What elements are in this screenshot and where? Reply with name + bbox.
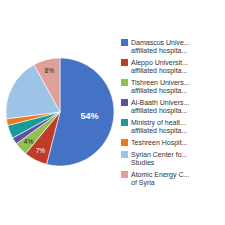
legend-entry: Teshreen Hospit... (121, 139, 187, 147)
background (0, 0, 225, 225)
legend-entry: Tishreen Univers...affiliated hospita... (121, 79, 190, 95)
legend-label-line: Ministry of healt... (131, 119, 186, 127)
legend-swatch (121, 119, 128, 126)
data-label: 7% (36, 147, 46, 154)
legend-label-line: Studies (131, 159, 155, 166)
legend-swatch (121, 171, 128, 178)
legend-label-line: of Syria (131, 179, 155, 187)
pie-slice (34, 58, 60, 112)
legend-label: Teshreen Hospit... (131, 139, 187, 147)
legend-label-line: Tishreen Univers... (131, 79, 190, 86)
legend-label-line: affiliated hospita... (131, 47, 187, 55)
legend-label-line: affiliated hospita... (131, 127, 187, 135)
legend-entry: Al-Baath Univers...affiliated hospita... (121, 99, 189, 115)
legend-label: Aleppo Universit...affiliated hospita... (131, 59, 188, 75)
legend-label-line: affiliated hospita... (131, 67, 187, 75)
legend-entry: Syrian Center fo...Studies (121, 151, 187, 166)
legend-label-line: Teshreen Hospit... (131, 139, 187, 147)
legend-label: Tishreen Univers...affiliated hospita... (131, 79, 190, 95)
legend-swatch (121, 39, 128, 46)
legend-label: Syrian Center fo...Studies (131, 151, 187, 166)
chart: 54%7%4%8%Damascus Unive...affiliated hos… (0, 0, 225, 225)
legend-label-line: Damascus Unive... (131, 39, 190, 46)
pie (6, 58, 114, 166)
data-labels: 54% 7%4% 8% (24, 67, 99, 154)
legend-label-line: Al-Baath Univers... (131, 99, 189, 106)
data-label: 8% (45, 67, 55, 74)
legend-swatch (121, 151, 128, 158)
legend-swatch (121, 79, 128, 86)
legend-swatch (121, 139, 128, 146)
legend-label-line: Atomic Energy C... (131, 171, 189, 179)
legend-entry: Aleppo Universit...affiliated hospita... (121, 59, 188, 75)
legend-entry: Ministry of healt...affiliated hospita..… (121, 119, 187, 135)
legend-entry: Damascus Unive...affiliated hospita... (121, 39, 190, 55)
legend-entry: Atomic Energy C...of Syria (121, 171, 189, 187)
legend-swatch (121, 99, 128, 106)
legend-label: Atomic Energy C...of Syria (131, 171, 189, 187)
legend: Damascus Unive...affiliated hospita...Al… (121, 39, 190, 187)
chart-container: 54%7%4%8%Damascus Unive...affiliated hos… (0, 0, 225, 225)
legend-label: Damascus Unive...affiliated hospita... (131, 39, 190, 55)
legend-label-line: affiliated hospita... (131, 87, 187, 95)
legend-label: Al-Baath Univers...affiliated hospita... (131, 99, 189, 115)
data-label: 54% (80, 111, 98, 121)
legend-label: Ministry of healt...affiliated hospita..… (131, 119, 187, 135)
data-label: 4% (24, 138, 34, 145)
legend-label-line: Aleppo Universit... (131, 59, 188, 67)
legend-label-line: Syrian Center fo... (131, 151, 187, 159)
legend-swatch (121, 59, 128, 66)
legend-label-line: affiliated hospita... (131, 107, 187, 115)
